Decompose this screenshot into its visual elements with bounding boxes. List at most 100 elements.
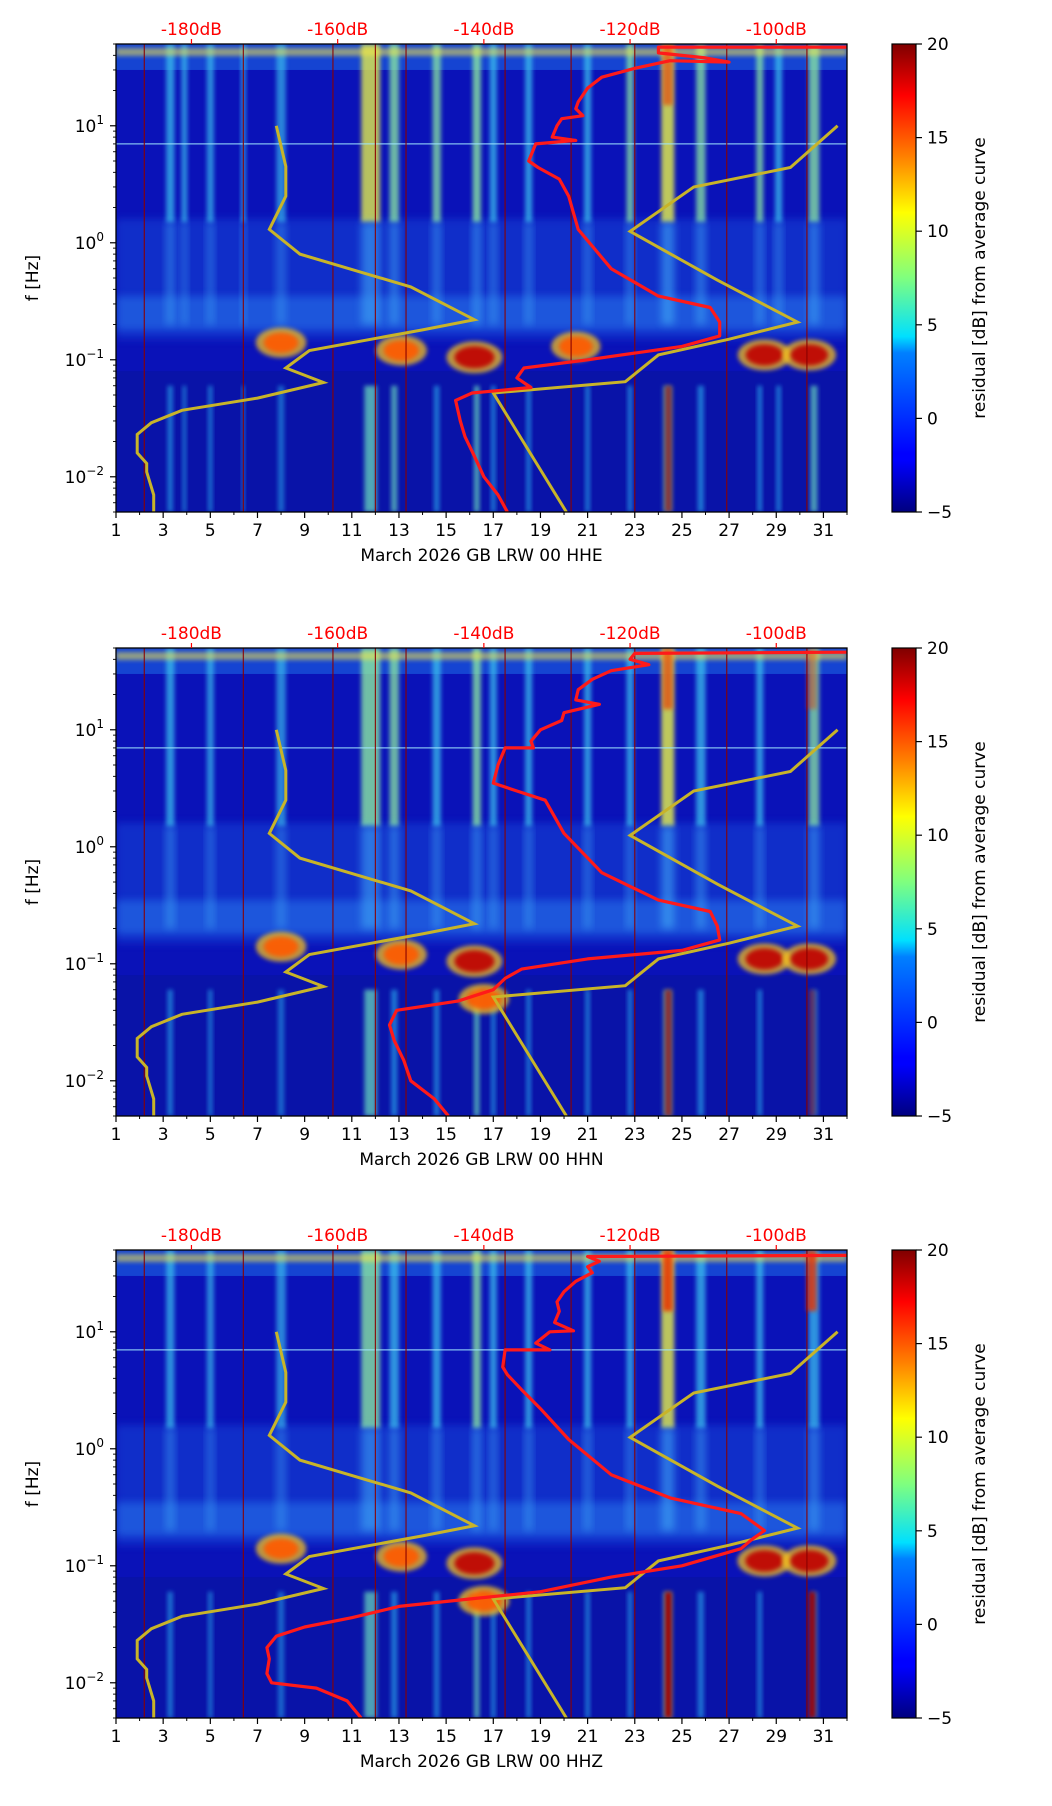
colorbar-tick-label: 15 xyxy=(927,733,949,753)
bright-day-microseism xyxy=(489,222,497,325)
bright-day-column xyxy=(808,648,820,827)
bright-day-lowfreq xyxy=(585,989,590,1116)
bright-day-microseism xyxy=(276,222,286,325)
y-tick-label: 10−1 xyxy=(65,347,104,371)
y-tick-exponent: −2 xyxy=(86,464,104,478)
bright-day-microseism xyxy=(166,1428,175,1531)
x-tick-label: 27 xyxy=(718,1125,740,1145)
bright-day-microseism xyxy=(696,1428,706,1531)
microseism-blob xyxy=(745,1550,784,1572)
y-tick-label: 10−1 xyxy=(65,1553,104,1577)
colorbar-tick-label: 5 xyxy=(927,316,938,336)
bright-day-column xyxy=(206,648,214,827)
x-tick-label: 25 xyxy=(671,1727,693,1747)
bright-day-microseism xyxy=(808,826,820,929)
bright-day-column xyxy=(756,648,764,827)
colorbar-tick-label: 20 xyxy=(927,35,949,55)
bright-day-lowfreq xyxy=(391,385,398,512)
colorbar-tick-label: −5 xyxy=(927,1107,952,1127)
bright-day-lowfreq xyxy=(433,1591,440,1718)
bright-day-microseism xyxy=(696,222,706,325)
x-tick-label: 5 xyxy=(205,1125,216,1145)
bright-day-column xyxy=(808,44,820,223)
x-axis-label: March 2026 GB LRW 00 HHE xyxy=(360,546,602,566)
db-scale-label: -100dB xyxy=(746,624,807,644)
bright-day-lowfreq xyxy=(277,989,285,1116)
db-scale-label: -160dB xyxy=(307,1226,368,1246)
colorbar-tick-label: 5 xyxy=(927,1522,938,1542)
y-tick-exponent: −2 xyxy=(86,1670,104,1684)
bright-day-lowfreq xyxy=(490,989,496,1116)
bright-day-lowfreq xyxy=(474,385,480,512)
y-tick-base: 10 xyxy=(75,1440,97,1460)
bright-day-column xyxy=(489,44,497,223)
x-tick-label: 31 xyxy=(813,1727,835,1747)
bright-day-column xyxy=(525,44,533,223)
bright-day-column xyxy=(206,44,214,223)
bright-day-column xyxy=(361,648,381,827)
bright-day-column xyxy=(361,44,381,223)
bright-day-column xyxy=(276,44,286,223)
colorbar-tick-label: −5 xyxy=(927,503,952,523)
y-tick-exponent: 1 xyxy=(96,717,104,731)
y-tick-base: 10 xyxy=(65,1557,87,1577)
microseism-blob xyxy=(383,340,419,361)
bright-day-column xyxy=(696,44,706,223)
colorbar-tick-label: −5 xyxy=(927,1709,952,1729)
y-tick-label: 100 xyxy=(75,230,104,254)
bright-day-lowfreq xyxy=(167,989,173,1116)
reference-curve-left xyxy=(135,729,479,1116)
x-tick-label: 11 xyxy=(341,1727,363,1747)
y-axis-label: f [Hz] xyxy=(23,1461,43,1507)
bright-day-lowfreq xyxy=(585,1591,590,1718)
x-tick-label: 9 xyxy=(299,1125,310,1145)
colorbar-tick-label: 10 xyxy=(927,1428,949,1448)
bright-day-lowfreq xyxy=(364,385,377,512)
bright-day-lowfreq xyxy=(364,989,377,1116)
bright-day-microseism xyxy=(626,826,634,929)
x-tick-label: 27 xyxy=(718,1727,740,1747)
microseism-blob xyxy=(790,948,829,970)
x-tick-label: 23 xyxy=(624,1125,646,1145)
y-tick-base: 10 xyxy=(65,1674,87,1694)
colorbar-tick-label: 0 xyxy=(927,1013,938,1033)
bright-day-microseism xyxy=(525,826,533,929)
bright-day-lowfreq xyxy=(697,989,704,1116)
y-tick-label: 10−1 xyxy=(65,951,104,975)
x-tick-label: 19 xyxy=(530,521,552,541)
reference-curve-left xyxy=(135,125,479,512)
x-tick-label: 7 xyxy=(252,1727,263,1747)
y-axis-label: f [Hz] xyxy=(23,859,43,905)
bright-day-column xyxy=(525,1250,533,1429)
bright-day-microseism xyxy=(661,1428,675,1531)
y-tick-label: 100 xyxy=(75,1436,104,1460)
bright-day-lowfreq xyxy=(697,385,704,512)
bright-day-lowfreq xyxy=(627,1591,633,1718)
x-tick-label: 13 xyxy=(388,1727,410,1747)
y-tick-base: 10 xyxy=(75,838,97,858)
x-tick-label: 3 xyxy=(158,1727,169,1747)
x-tick-label: 11 xyxy=(341,1125,363,1145)
x-tick-label: 13 xyxy=(388,521,410,541)
colorbar-tick-label: 20 xyxy=(927,1241,949,1261)
bright-day-lowfreq xyxy=(585,385,590,512)
y-tick-label: 101 xyxy=(75,1319,104,1343)
db-scale-label: -100dB xyxy=(746,1226,807,1246)
microseism-blob xyxy=(790,344,829,366)
colorbar-tick-label: 10 xyxy=(927,222,949,242)
bright-day-microseism xyxy=(808,1428,820,1531)
colorbar-tick-label: 10 xyxy=(927,826,949,846)
bright-day-lowfreq xyxy=(757,1591,763,1718)
x-tick-label: 27 xyxy=(718,521,740,541)
average-psd-curve xyxy=(454,45,847,512)
bright-day-microseism xyxy=(432,1428,441,1531)
x-tick-label: 23 xyxy=(624,521,646,541)
colorbar-label: residual [dB] from average curve xyxy=(970,741,990,1022)
bright-day-lowfreq xyxy=(490,1591,496,1718)
event-highfreq-streak xyxy=(662,1250,673,1312)
y-tick-base: 10 xyxy=(65,955,87,975)
y-tick-label: 101 xyxy=(75,113,104,137)
